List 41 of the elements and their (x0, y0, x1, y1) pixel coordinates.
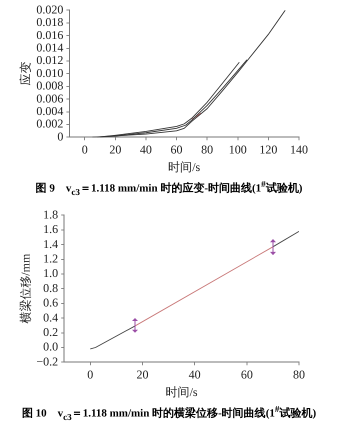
y-tick-label: 0.020 (36, 2, 64, 16)
y-tick-label: 1.4 (43, 236, 58, 251)
y-tick-label: 1.2 (43, 251, 58, 266)
x-tick-label: 20 (136, 367, 148, 382)
y-tick-label: 0.014 (36, 40, 64, 54)
x-tick-label: 80 (201, 142, 214, 157)
text: 图 9 v$_{c3}$＝1.118 mm/min 时的应变-时间曲线(1$^{#}$试验机) (34, 179, 304, 197)
y-tick-label: 1.6 (43, 222, 58, 236)
x-tick-label: 20 (109, 142, 122, 157)
x-axis-title: 时间/s (166, 384, 198, 399)
y-axis-title: 应变 (18, 62, 32, 86)
y-tick-label: 0.002 (36, 116, 64, 131)
x-tick-label: 80 (293, 367, 305, 382)
y-tick-label: 1.8 (43, 207, 58, 222)
y-tick-label: 0.008 (36, 78, 64, 93)
y-tick-label: 0.8 (43, 280, 58, 295)
x-tick-label: 40 (188, 367, 201, 382)
y-tick-label: 0.018 (36, 15, 64, 30)
y-tick-label: 0.4 (43, 310, 58, 324)
x-tick-label: 0 (82, 142, 88, 157)
y-tick-label: 0.6 (43, 295, 58, 310)
y-tick-label: 0.006 (36, 91, 64, 106)
x-tick-label: 60 (170, 142, 183, 157)
x-tick-label: 40 (140, 142, 152, 157)
x-tick-label: 60 (240, 367, 253, 382)
y-tick-label: 0.010 (36, 66, 64, 80)
y-tick-label: 0.2 (43, 324, 58, 339)
y-tick-label: 0.0 (43, 340, 58, 354)
y-axis-title: 横梁位移/mm (18, 252, 32, 324)
text: 图 10 v$_{c3}$＝1.118 mm/min 时的横梁位移-时间曲线(1$^{#}$试验机) (20, 404, 318, 422)
x-tick-label: 0 (87, 367, 94, 382)
x-tick-label: 100 (228, 142, 247, 157)
x-tick-label: 140 (290, 142, 308, 157)
y-tick-label: −0.2 (36, 354, 58, 368)
y-tick-label: 0 (57, 129, 64, 144)
y-tick-label: 0.016 (36, 28, 64, 42)
x-tick-label: 120 (259, 142, 278, 157)
x-axis-title: 时间/s (168, 160, 201, 174)
y-tick-label: 1.0 (43, 266, 58, 280)
y-tick-label: 0.012 (36, 53, 64, 68)
y-tick-label: 0.004 (36, 104, 64, 118)
